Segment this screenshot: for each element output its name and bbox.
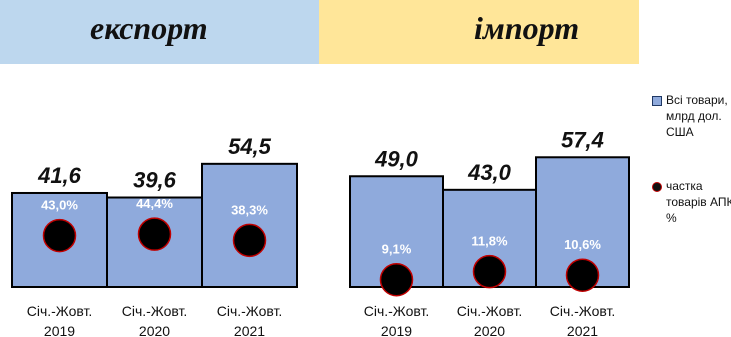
export-value-label-1: 39,6 xyxy=(133,168,177,193)
import-category-label-2-0: Січ.-Жовт. xyxy=(550,303,616,319)
export-category-label-0-1: 2019 xyxy=(44,323,75,337)
export-title: експорт xyxy=(90,10,208,46)
import-value-label-1: 43,0 xyxy=(467,160,512,185)
export-share-label-1: 44,4% xyxy=(136,196,173,211)
import-share-label-1: 11,8% xyxy=(471,234,508,249)
import-category-label-1-0: Січ.-Жовт. xyxy=(457,303,523,319)
legend-bar-label: Всі товари, млрд дол. США xyxy=(666,93,728,139)
import-title: імпорт xyxy=(474,10,580,46)
export-value-label-2: 54,5 xyxy=(228,134,272,159)
import-header: імпорт xyxy=(319,0,639,64)
export-share-dot-2 xyxy=(232,223,267,258)
export-share-dot-0 xyxy=(42,218,77,253)
export-category-label-1-1: 2020 xyxy=(139,323,170,337)
import-share-label-2: 10,6% xyxy=(564,237,601,252)
import-share-dot-0 xyxy=(379,262,414,297)
import-share-dot-1 xyxy=(472,254,507,289)
export-category-label-0-0: Січ.-Жовт. xyxy=(27,303,93,319)
legend-bar-swatch xyxy=(652,96,662,106)
import-category-label-0-0: Січ.-Жовт. xyxy=(364,303,430,319)
export-value-label-0: 41,6 xyxy=(37,163,82,188)
import-category-label-2-1: 2021 xyxy=(567,323,598,337)
export-category-label-2-1: 2021 xyxy=(234,323,265,337)
export-share-label-0: 43,0% xyxy=(41,198,78,213)
export-share-label-2: 38,3% xyxy=(231,202,268,217)
import-share-dot-2 xyxy=(565,258,600,292)
import-category-label-1-1: 2020 xyxy=(474,323,505,337)
export-header: експорт xyxy=(0,0,319,64)
import-value-label-0: 49,0 xyxy=(374,146,419,171)
export-bar-2 xyxy=(201,162,298,288)
import-share-label-0: 9,1% xyxy=(382,242,412,257)
legend-dot-marker xyxy=(652,182,662,192)
export-share-dot-1 xyxy=(137,217,172,251)
export-category-label-2-0: Січ.-Жовт. xyxy=(217,303,283,319)
export-category-label-1-0: Січ.-Жовт. xyxy=(122,303,188,319)
import-category-label-0-1: 2019 xyxy=(381,323,412,337)
legend-dot-label: частка товарів АПК, % xyxy=(666,179,731,225)
import-value-label-2: 57,4 xyxy=(561,127,604,152)
